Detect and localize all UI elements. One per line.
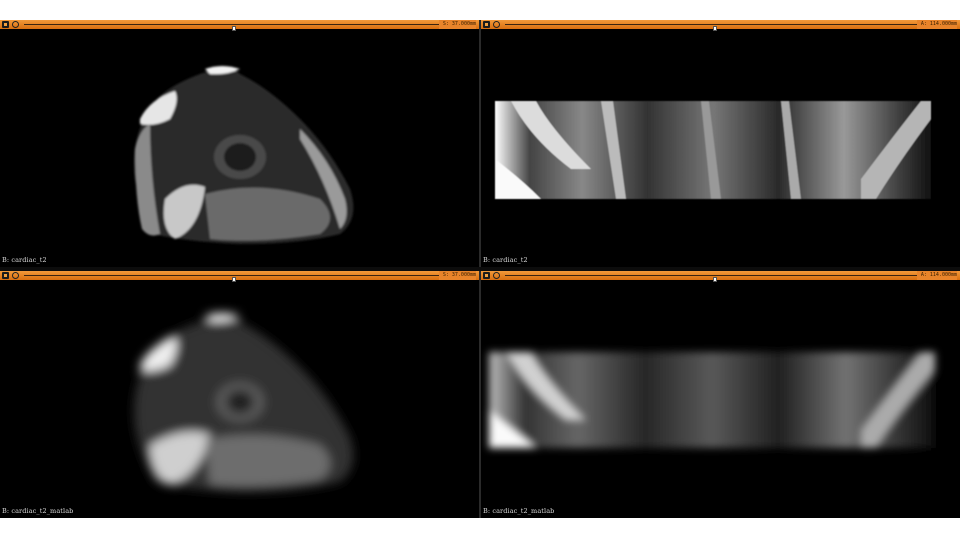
slice-slider-handle[interactable] bbox=[231, 26, 236, 31]
volume-label: B: cardiac_t2 bbox=[2, 256, 47, 264]
slice-view-bottom-right[interactable]: A: 114.000mm B: cardiac_t2_matlab bbox=[481, 271, 960, 518]
pin-icon[interactable] bbox=[2, 21, 9, 28]
slice-view-top-right[interactable]: A: 114.000mm bbox=[481, 20, 960, 267]
slice-controller-bar: A: 114.000mm bbox=[481, 20, 960, 31]
slice-offset-value: A: 114.000mm bbox=[916, 271, 957, 280]
slice-offset-value: A: 114.000mm bbox=[916, 20, 957, 29]
mri-image bbox=[134, 66, 354, 244]
slice-offset-slider[interactable] bbox=[24, 24, 439, 31]
volume-label: B: cardiac_t2 bbox=[483, 256, 528, 264]
link-icon[interactable] bbox=[493, 272, 500, 279]
slice-offset-slider[interactable] bbox=[505, 275, 920, 282]
slice-controller-bar: A: 114.000mm bbox=[481, 271, 960, 282]
slice-slider-handle[interactable] bbox=[231, 277, 236, 282]
link-icon[interactable] bbox=[493, 21, 500, 28]
volume-label: B: cardiac_t2_matlab bbox=[2, 507, 74, 515]
slice-slider-handle[interactable] bbox=[712, 26, 717, 31]
link-icon[interactable] bbox=[12, 21, 19, 28]
mri-image bbox=[134, 313, 354, 492]
slice-view-top-left[interactable]: S: 37.000mm B: cardiac_t2 bbox=[0, 20, 479, 267]
slice-offset-value: S: 37.000mm bbox=[438, 20, 476, 29]
pin-icon[interactable] bbox=[483, 21, 490, 28]
volume-label: B: cardiac_t2_matlab bbox=[483, 507, 555, 515]
pin-icon[interactable] bbox=[483, 272, 490, 279]
slice-offset-value: S: 37.000mm bbox=[438, 271, 476, 280]
link-icon[interactable] bbox=[12, 272, 19, 279]
view-divider-horizontal bbox=[0, 267, 960, 271]
pin-icon[interactable] bbox=[2, 272, 9, 279]
mri-image bbox=[489, 352, 935, 448]
mri-image bbox=[495, 101, 931, 199]
slice-offset-slider[interactable] bbox=[505, 24, 920, 31]
slice-slider-handle[interactable] bbox=[712, 277, 717, 282]
slice-controller-bar: S: 37.000mm bbox=[0, 20, 479, 31]
slice-view-bottom-left[interactable]: S: 37.000mm B: cardiac_t2_matlab bbox=[0, 271, 479, 518]
slice-controller-bar: S: 37.000mm bbox=[0, 271, 479, 282]
slice-viewer: S: 37.000mm B: cardiac_t2 bbox=[0, 20, 960, 518]
slice-offset-slider[interactable] bbox=[24, 275, 439, 282]
